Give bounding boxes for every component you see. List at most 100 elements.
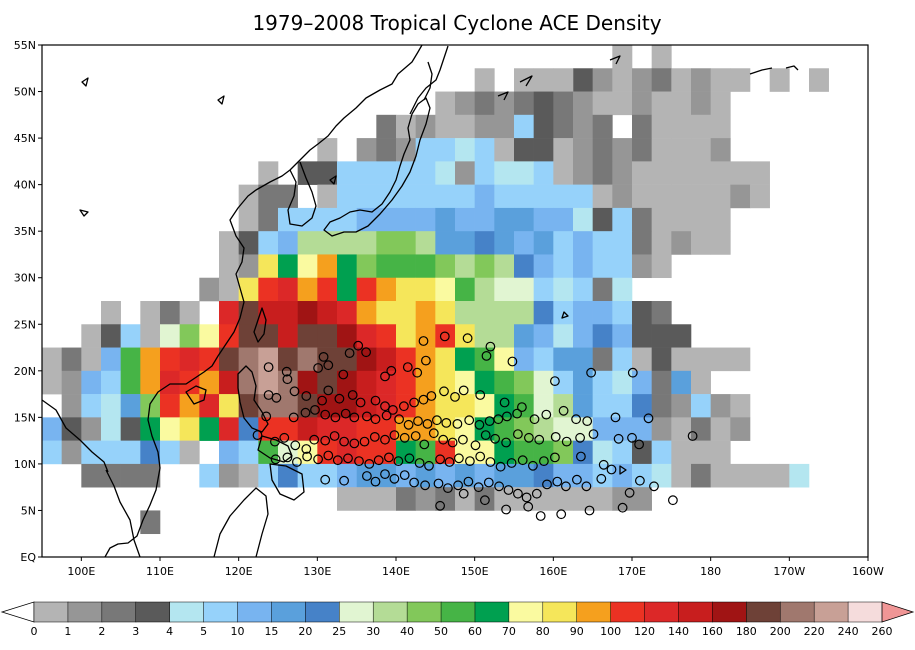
density-cell bbox=[160, 324, 180, 348]
density-cell bbox=[553, 417, 574, 441]
tc-point bbox=[480, 495, 490, 506]
tc-point bbox=[282, 452, 293, 463]
density-cell bbox=[238, 347, 259, 372]
density-cell bbox=[573, 254, 593, 279]
y-tick-label: 35N bbox=[14, 225, 36, 238]
tc-point bbox=[617, 502, 628, 513]
colorbar-swatch bbox=[678, 601, 713, 623]
density-cell bbox=[278, 347, 298, 372]
density-cell bbox=[671, 463, 692, 488]
density-cell bbox=[238, 463, 259, 488]
density-cell bbox=[199, 463, 220, 488]
density-cell bbox=[415, 394, 436, 418]
density-cell bbox=[612, 301, 633, 325]
density-cell bbox=[710, 68, 731, 92]
density-cell bbox=[592, 324, 613, 348]
density-cell bbox=[514, 138, 534, 162]
density-cell bbox=[81, 370, 102, 395]
density-cell bbox=[494, 394, 515, 418]
density-cell bbox=[317, 417, 338, 441]
tc-point bbox=[687, 431, 698, 441]
density-cell bbox=[356, 394, 377, 418]
tc-point bbox=[301, 391, 312, 401]
tc-point bbox=[301, 444, 312, 454]
density-cell bbox=[533, 114, 554, 139]
density-cell bbox=[691, 417, 711, 441]
tc-point bbox=[552, 476, 563, 487]
density-cell bbox=[455, 370, 475, 395]
density-cell bbox=[474, 370, 495, 395]
density-cell bbox=[297, 347, 318, 372]
tc-point bbox=[447, 437, 458, 448]
tc-point bbox=[539, 456, 549, 467]
density-cell bbox=[651, 231, 672, 255]
density-cell bbox=[238, 394, 259, 418]
density-cell bbox=[258, 254, 279, 279]
density-cell bbox=[278, 207, 298, 232]
density-cell bbox=[160, 301, 180, 325]
colorbar-label: 80 bbox=[536, 625, 550, 638]
density-cell bbox=[691, 370, 711, 395]
tc-point bbox=[399, 470, 410, 481]
density-cell bbox=[376, 231, 397, 255]
tc-point bbox=[389, 430, 400, 441]
tc-point bbox=[584, 505, 595, 516]
tc-point bbox=[270, 436, 280, 447]
density-cell bbox=[730, 68, 751, 92]
density-cell bbox=[356, 138, 377, 162]
tc-point bbox=[261, 411, 272, 422]
tc-point bbox=[668, 495, 678, 506]
tc-point bbox=[359, 436, 370, 447]
tc-point bbox=[343, 453, 353, 464]
density-cell bbox=[435, 324, 456, 348]
tc-point bbox=[380, 401, 390, 412]
island-coastline bbox=[785, 65, 799, 71]
tc-point bbox=[310, 405, 320, 415]
density-cell bbox=[573, 91, 593, 116]
density-cell bbox=[356, 347, 377, 372]
tc-point bbox=[627, 367, 638, 378]
y-tick-label: 10N bbox=[14, 458, 36, 471]
tc-point bbox=[503, 485, 514, 495]
korea-coastline bbox=[287, 161, 317, 227]
density-cell bbox=[61, 370, 82, 395]
density-cell bbox=[750, 161, 770, 185]
colorbar-swatch bbox=[372, 601, 408, 623]
density-cell bbox=[435, 417, 456, 441]
density-cell bbox=[494, 277, 515, 302]
density-cell bbox=[691, 207, 711, 232]
borneo-coastline bbox=[213, 487, 269, 557]
tc-point bbox=[634, 439, 644, 450]
density-cell bbox=[376, 161, 397, 185]
tc-point bbox=[473, 482, 484, 493]
x-tick-label: 100E bbox=[67, 565, 95, 578]
colorbar-label: 20 bbox=[298, 625, 312, 638]
density-cell bbox=[120, 370, 141, 395]
density-cell bbox=[455, 138, 475, 162]
tc-point bbox=[332, 455, 343, 466]
density-cell bbox=[612, 138, 633, 162]
density-cell bbox=[474, 324, 495, 348]
colorbar-label: 0 bbox=[31, 625, 38, 638]
density-cell bbox=[494, 487, 515, 511]
density-cell bbox=[514, 394, 534, 418]
density-cell bbox=[494, 417, 515, 441]
tc-point bbox=[362, 471, 372, 481]
density-cell bbox=[573, 463, 593, 488]
density-cell bbox=[356, 370, 377, 395]
tc-point bbox=[475, 390, 486, 400]
density-cell bbox=[494, 347, 515, 372]
tc-point bbox=[627, 432, 637, 443]
density-cell bbox=[219, 394, 239, 418]
density-cell bbox=[337, 394, 357, 418]
hainan-coastline bbox=[185, 385, 207, 405]
density-cell bbox=[199, 277, 220, 302]
density-cell bbox=[238, 277, 259, 302]
density-cell bbox=[592, 68, 613, 92]
density-cell bbox=[651, 114, 672, 139]
density-cell bbox=[671, 91, 692, 116]
tc-point bbox=[480, 430, 491, 441]
colorbar-swatch bbox=[305, 601, 340, 623]
colorbar-swatch bbox=[847, 601, 883, 623]
colorbar-swatch bbox=[237, 601, 272, 623]
